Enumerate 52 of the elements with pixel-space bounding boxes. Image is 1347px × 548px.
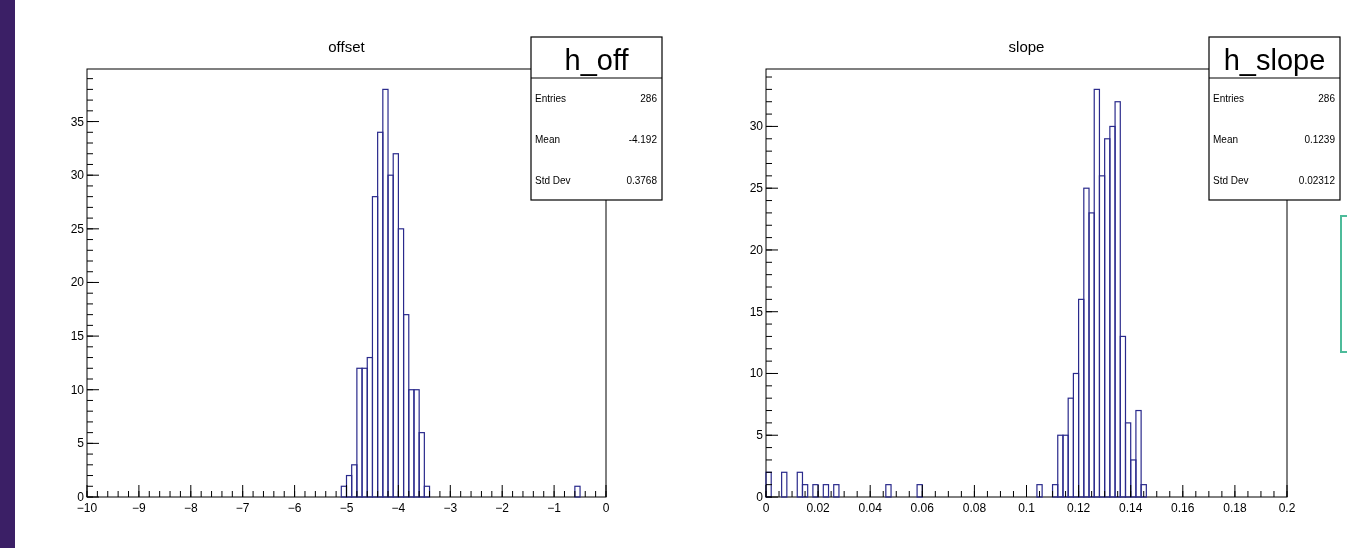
- annotation: Mean: [1213, 134, 1239, 145]
- annotation: Entries: [535, 93, 567, 105]
- x-tick-label: −3: [443, 501, 458, 515]
- x-tick-label: 0.1: [1018, 501, 1036, 515]
- text: 0.3768: [626, 174, 658, 186]
- x-tick-label: −8: [183, 501, 198, 515]
- x-tick-label: −9: [132, 501, 147, 515]
- y-tick-label: 30: [70, 168, 85, 183]
- chart-title: offset: [328, 38, 366, 55]
- y-tick-label: 5: [77, 436, 85, 451]
- annotation: Std Dev: [1213, 174, 1249, 186]
- text: 0.02312: [1298, 174, 1336, 186]
- annotation: Std Dev: [535, 174, 571, 186]
- x-tick-label: −6: [287, 501, 302, 515]
- text: 0.1239: [1304, 134, 1336, 145]
- x-tick-label: −4: [391, 501, 406, 515]
- x-tick-label: 0.18: [1223, 501, 1247, 515]
- y-tick-label: 20: [749, 242, 764, 257]
- y-tick-label: 0: [77, 490, 85, 504]
- x-tick-label: 0.12: [1066, 501, 1091, 515]
- annotation: Mean: [535, 134, 561, 145]
- x-tick-label: 0.08: [962, 501, 987, 515]
- x-tick-label: 0.06: [910, 501, 935, 515]
- y-tick-label: 10: [70, 382, 85, 397]
- y-tick-label: 35: [70, 114, 85, 129]
- y-tick-label: 25: [749, 181, 764, 196]
- y-tick-label: 30: [749, 119, 764, 134]
- annotation: h_slope: [1223, 44, 1326, 76]
- y-tick-label: 25: [70, 221, 85, 236]
- annotation: Entries: [1213, 93, 1245, 105]
- y-tick-label: 10: [749, 366, 764, 381]
- x-tick-label: 0.14: [1119, 501, 1143, 515]
- text: 286: [1318, 93, 1336, 105]
- x-tick-label: 0.2: [1278, 501, 1296, 515]
- y-tick-label: 15: [749, 304, 764, 319]
- x-tick-label: 0.02: [806, 501, 831, 515]
- x-tick-label: −1: [547, 501, 562, 515]
- x-tick-label: −10: [76, 501, 98, 515]
- x-tick-label: −5: [339, 501, 354, 515]
- y-tick-label: 0: [756, 490, 764, 504]
- y-tick-label: 20: [70, 275, 85, 290]
- y-tick-label: 15: [70, 329, 85, 344]
- x-tick-label: 0: [602, 501, 610, 515]
- text: -4.192: [628, 134, 658, 145]
- annotation: h_off: [564, 44, 630, 76]
- x-tick-label: −7: [235, 501, 250, 515]
- x-tick-label: 0.04: [858, 501, 883, 515]
- x-tick-label: 0.16: [1171, 501, 1195, 515]
- chart-title: slope: [1008, 38, 1045, 55]
- text: 286: [640, 93, 658, 105]
- x-tick-label: −2: [495, 501, 510, 515]
- y-tick-label: 5: [756, 428, 764, 443]
